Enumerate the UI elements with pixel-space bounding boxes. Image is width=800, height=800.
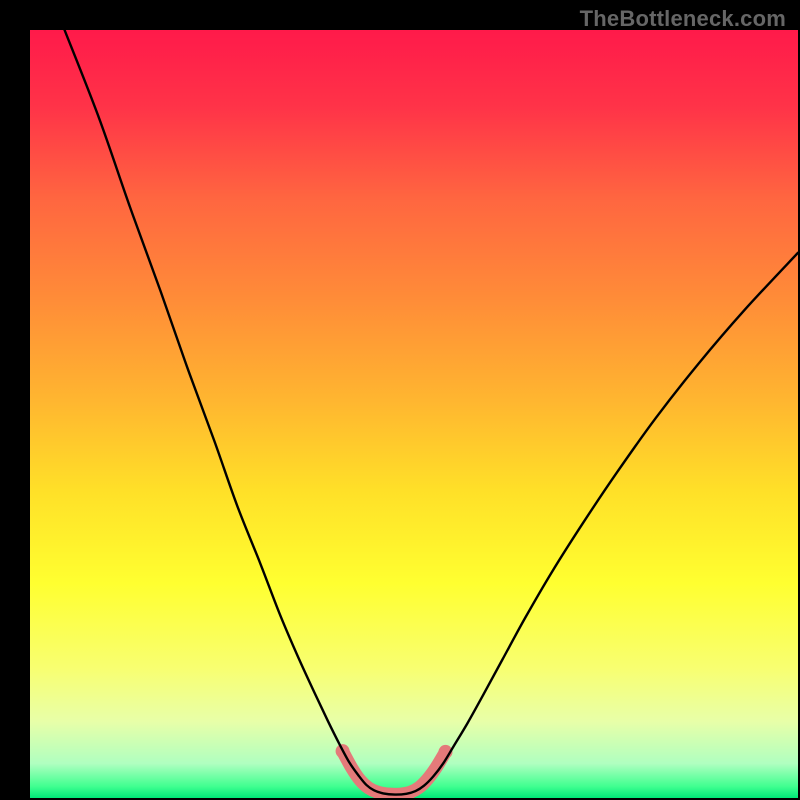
watermark-text: TheBottleneck.com [580,6,786,32]
chart-frame: TheBottleneck.com [0,0,800,800]
chart-overlay [30,30,798,798]
optimal-range-markers [336,744,453,759]
bottleneck-curve [65,30,798,795]
plot-area [30,30,798,798]
optimal-range-band [343,751,446,794]
